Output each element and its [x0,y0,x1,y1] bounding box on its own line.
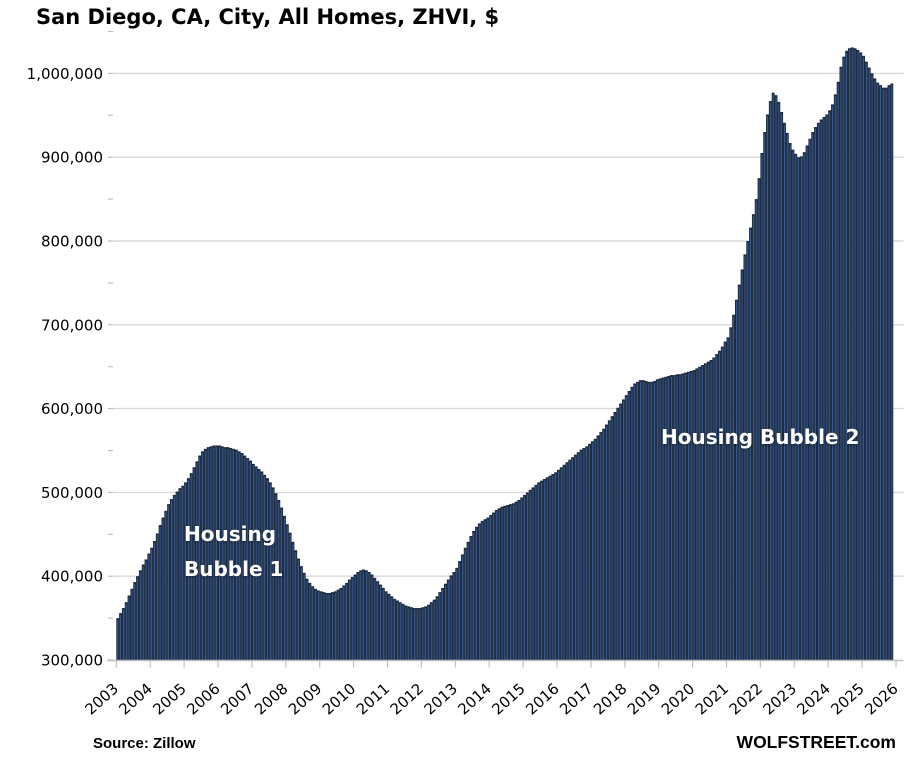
svg-text:2021: 2021 [692,680,732,719]
svg-text:2019: 2019 [624,680,664,719]
svg-text:900,000: 900,000 [41,149,103,167]
svg-text:2016: 2016 [522,680,562,719]
axes [107,30,904,668]
svg-text:800,000: 800,000 [41,233,103,251]
y-axis-labels: 300,000 400,000 500,000 600,000 700,000 800,0… [27,65,103,670]
svg-text:400,000: 400,000 [41,568,103,586]
svg-text:2026: 2026 [861,680,901,719]
chart-title: San Diego, CA, City, All Homes, ZHVI, $ [36,5,500,29]
svg-text:2012: 2012 [387,680,427,719]
svg-text:2010: 2010 [319,680,359,719]
wolfstreet-branding: WOLFSTREET.com [736,732,896,752]
annotation-housing-bubble-2: Housing Bubble 2 [661,425,860,449]
svg-text:1,000,000: 1,000,000 [27,65,103,83]
bars [116,47,894,661]
svg-text:2025: 2025 [827,680,867,719]
svg-text:2013: 2013 [421,680,461,719]
x-axis-labels: 2003200420052006200720082009201020112012… [82,680,902,719]
svg-text:2014: 2014 [454,680,494,719]
svg-text:2020: 2020 [658,680,698,719]
svg-text:300,000: 300,000 [41,652,103,670]
annotation-line: Bubble 1 [184,557,284,581]
svg-text:700,000: 700,000 [41,316,103,334]
svg-text:500,000: 500,000 [41,484,103,502]
svg-text:2006: 2006 [183,680,223,719]
annotation-line: Housing [184,522,277,546]
svg-text:2024: 2024 [793,680,833,719]
svg-text:2017: 2017 [556,680,596,719]
svg-text:2011: 2011 [353,680,393,719]
svg-text:2004: 2004 [115,680,155,719]
svg-text:2003: 2003 [82,680,122,719]
annotation-housing-bubble-1: Housing Bubble 1 [184,517,283,587]
svg-text:2022: 2022 [726,680,766,719]
svg-text:2008: 2008 [251,680,291,719]
svg-text:2023: 2023 [760,680,800,719]
svg-text:2005: 2005 [149,680,189,719]
svg-text:2009: 2009 [285,680,325,719]
source-label: Source: Zillow [93,735,196,752]
svg-text:2007: 2007 [217,680,257,719]
svg-text:2015: 2015 [488,680,528,719]
svg-text:600,000: 600,000 [41,400,103,418]
svg-text:2018: 2018 [590,680,630,719]
